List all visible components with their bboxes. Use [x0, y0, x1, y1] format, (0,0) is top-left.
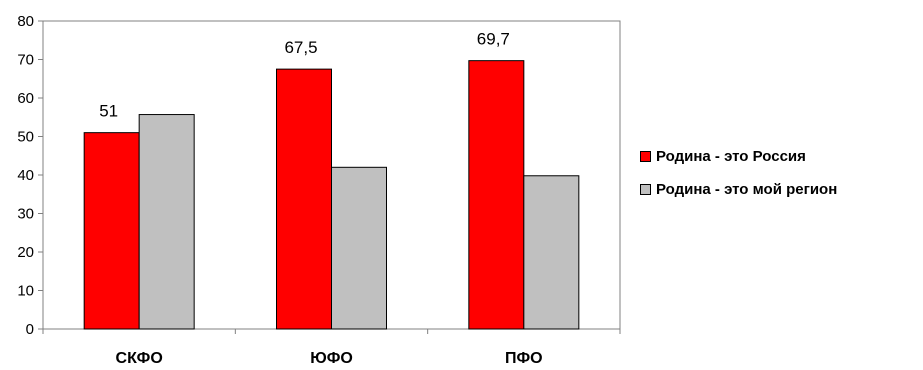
bar-value-label: 69,7: [477, 30, 510, 49]
legend-label-russia: Родина - это Россия: [656, 148, 806, 165]
y-tick-label: 80: [17, 13, 34, 30]
bar-russia: [468, 60, 525, 330]
legend-label-region: Родина - это мой регион: [656, 181, 838, 198]
bar-region: [331, 166, 387, 330]
bar-region: [138, 114, 195, 330]
y-tick-label: 30: [17, 206, 34, 223]
y-tick-label: 0: [26, 321, 34, 338]
y-tick-label: 50: [17, 129, 34, 146]
x-category-label: ЮФО: [310, 350, 353, 367]
bar-value-label: 67,5: [284, 38, 317, 57]
y-tick-label: 60: [17, 90, 34, 107]
y-tick-label: 10: [17, 283, 34, 300]
legend-swatch-russia: [640, 151, 651, 162]
y-tick-label: 20: [17, 244, 34, 261]
y-axis: 0 10 20 30 40 50 60 70 80: [17, 13, 44, 338]
data-labels: 51 67,5 69,7: [99, 30, 510, 121]
x-category-label: СКФО: [116, 350, 163, 367]
bar-russia: [276, 68, 332, 330]
bars: [83, 60, 580, 330]
bar-russia: [83, 132, 140, 330]
legend-item-region: Родина - это мой регион: [640, 180, 837, 199]
bar-chart: 0 10 20 30 40 50 60 70 80 СКФО ЮФО ПФО 51 67,5 69,7: [17, 13, 621, 367]
legend-item-russia: Родина - это Россия: [640, 147, 837, 166]
x-axis: СКФО ЮФО ПФО: [42, 328, 621, 367]
legend-swatch-region: [640, 184, 651, 195]
legend: Родина - это Россия Родина - это мой рег…: [640, 147, 837, 213]
x-category-label: ПФО: [505, 350, 543, 367]
y-tick-label: 70: [17, 52, 34, 69]
bar-region: [523, 175, 580, 330]
y-tick-label: 40: [17, 167, 34, 184]
bar-value-label: 51: [99, 102, 118, 121]
